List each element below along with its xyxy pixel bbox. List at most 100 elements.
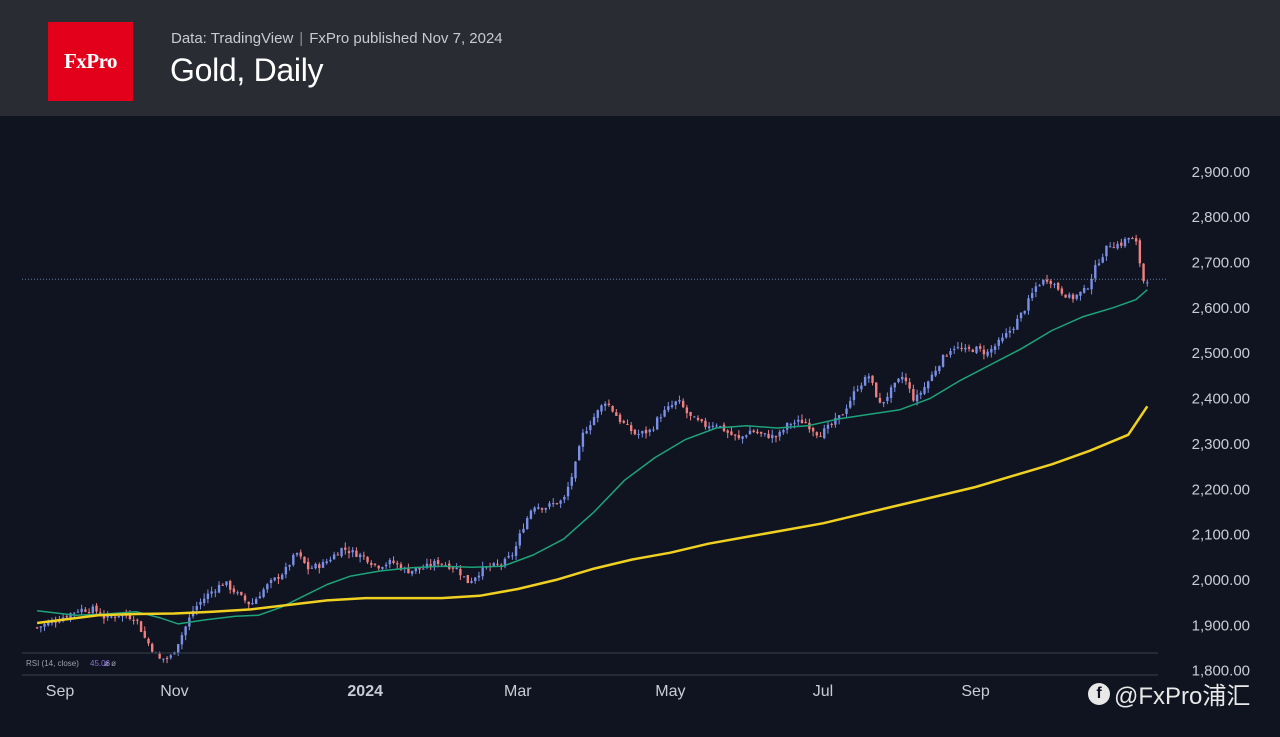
candle-body [555, 503, 559, 505]
candle-body [811, 427, 815, 432]
candle-body [1086, 288, 1090, 290]
candle-body [184, 626, 187, 636]
candle-body [507, 555, 510, 558]
candle-body [243, 595, 247, 601]
candle-body [986, 351, 989, 356]
x-axis: Sep Nov 2024 Mar May Jul Sep [46, 683, 990, 700]
candle-body [1030, 293, 1034, 299]
logo-text: FxPro [63, 49, 118, 73]
candle-body [860, 385, 863, 390]
x-tick-label: Jul [813, 683, 833, 700]
candle-body [655, 417, 659, 430]
candle-body [752, 430, 755, 433]
indicator-pane: RSI (14, close) 45.06ø ø [22, 652, 1158, 676]
candle-body [629, 425, 633, 431]
candle-body [834, 417, 837, 425]
watermark-text: @FxPro浦汇 [1114, 683, 1251, 710]
candle-body [748, 430, 752, 435]
candle-body [139, 621, 143, 632]
candle-body [366, 556, 369, 563]
indicator-extra: ø ø [104, 659, 116, 668]
candle-body [503, 558, 507, 567]
candle-body [1004, 333, 1008, 338]
candle-body [856, 389, 859, 391]
published-date: FxPro published Nov 7, 2024 [309, 30, 503, 47]
candle-body [1131, 238, 1134, 240]
candle-body [418, 568, 421, 570]
chart-header: FxPro Data: TradingView | FxPro published … [0, 0, 1280, 116]
candle-body [132, 619, 135, 621]
candle-body [745, 435, 748, 437]
candle-body [392, 560, 395, 564]
candle-body [878, 397, 882, 403]
candle-body [303, 556, 306, 564]
candle-body [537, 507, 540, 509]
candle-body [563, 496, 566, 500]
candle-body [993, 346, 997, 350]
candle-body [1012, 328, 1015, 331]
candle-body [930, 374, 934, 381]
candle-body [1056, 282, 1060, 290]
candle-body [35, 627, 39, 629]
candle-body [574, 461, 577, 479]
candle-body [113, 616, 117, 618]
candle-body [147, 638, 150, 644]
candle-body [1060, 288, 1064, 294]
candle-body [700, 419, 703, 422]
candle-body [912, 388, 915, 401]
candle-body [236, 592, 239, 594]
candle-body [615, 412, 618, 416]
candle-body [210, 591, 213, 594]
candle-body [1071, 294, 1075, 300]
candle-body [240, 592, 243, 595]
candle-body [373, 563, 377, 565]
candle-body [819, 435, 822, 437]
candle-body [396, 563, 399, 565]
candle-body [436, 560, 440, 565]
candle-body [1082, 287, 1086, 293]
candle-body [370, 562, 373, 565]
candle-body [344, 547, 347, 550]
candle-body [793, 422, 796, 424]
candle-body [1146, 282, 1149, 284]
candle-body [800, 419, 804, 424]
short-moving-average-line [37, 289, 1148, 625]
x-tick-label: Sep [961, 683, 990, 700]
candle-body [804, 422, 807, 424]
candle-body [637, 434, 640, 436]
candle-body [589, 425, 592, 431]
candle-body [681, 400, 685, 408]
fxpro-logo: FxPro [48, 22, 133, 101]
candle-body [1038, 285, 1041, 287]
y-tick-label: 2,900.00 [1192, 164, 1250, 181]
candle-body [789, 424, 793, 426]
candle-body [611, 405, 614, 412]
candle-body [351, 550, 354, 553]
candle-body [180, 635, 184, 645]
y-tick-label: 2,600.00 [1192, 300, 1250, 317]
candle-body [177, 644, 180, 653]
candle-body [477, 575, 481, 578]
candle-body [514, 546, 518, 556]
candle-body [559, 500, 562, 504]
candle-body [518, 533, 521, 546]
candlestick-series [35, 234, 1149, 664]
candle-body [169, 655, 172, 658]
candle-body [1001, 337, 1004, 342]
candle-body [1120, 242, 1123, 246]
candle-body [882, 401, 885, 404]
candle-body [852, 391, 856, 401]
candle-body [314, 563, 317, 569]
candle-body [84, 609, 87, 612]
candle-body [1138, 240, 1142, 264]
candle-body [934, 370, 937, 376]
x-tick-label: Mar [504, 683, 532, 700]
chat-bubble-icon: f [1088, 682, 1110, 705]
candle-body [106, 615, 109, 618]
candle-body [76, 611, 80, 613]
candle-body [841, 414, 845, 416]
candle-body [1064, 294, 1067, 298]
candle-body [648, 429, 651, 433]
price-chart: 2,900.00 2,800.00 2,700.00 2,600.00 2,500.00… [22, 164, 1250, 700]
candle-body [774, 436, 778, 438]
